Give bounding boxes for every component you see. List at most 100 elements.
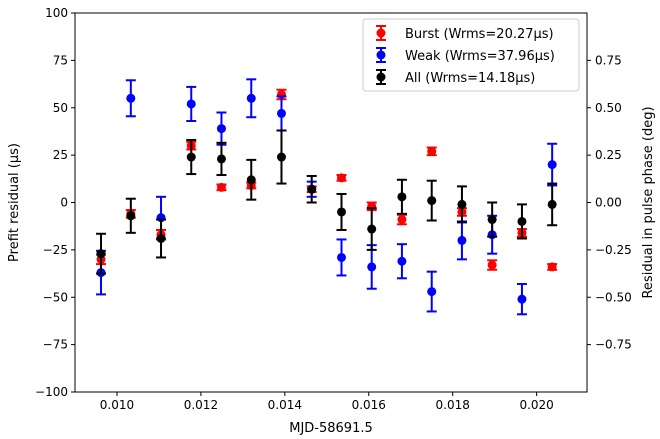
marker — [186, 152, 196, 162]
data-point — [547, 182, 558, 227]
legend-label: Weak (Wrms=37.96μs) — [405, 49, 555, 64]
y-tick-label: 25 — [53, 148, 68, 162]
data-point — [366, 207, 377, 251]
legend-marker — [376, 72, 386, 82]
marker — [96, 249, 106, 259]
marker — [517, 216, 527, 226]
data-point — [336, 192, 347, 231]
legend-marker — [376, 28, 386, 38]
y-axis-label: Prefit residual (μs) — [7, 143, 22, 262]
y-right-tick-label: 0.25 — [595, 148, 622, 162]
y-right-tick-label: −0.25 — [595, 243, 632, 257]
y-tick-label: −100 — [35, 385, 68, 399]
data-point — [276, 129, 287, 185]
data-point — [246, 78, 257, 119]
marker — [397, 256, 407, 266]
data-point — [547, 262, 558, 272]
marker — [336, 252, 346, 262]
data-point — [396, 243, 407, 280]
marker — [216, 182, 226, 192]
data-point — [96, 232, 107, 275]
marker — [156, 234, 166, 244]
legend-item: Weak (Wrms=37.96μs) — [376, 47, 555, 64]
y-right-tick-label: −0.75 — [595, 338, 632, 352]
data-point — [487, 201, 498, 238]
marker — [126, 211, 136, 221]
data-point — [456, 185, 467, 224]
data-point — [125, 79, 136, 118]
marker — [517, 294, 527, 304]
data-point — [336, 173, 347, 183]
marker — [397, 215, 407, 225]
data-point — [547, 142, 558, 187]
marker — [427, 146, 437, 156]
data-point — [336, 238, 347, 277]
y-axis-right-label: Residual in pulse phase (deg) — [641, 106, 656, 298]
marker — [186, 99, 196, 109]
data-point — [246, 158, 257, 201]
legend-box — [362, 18, 580, 92]
data-point — [366, 244, 377, 290]
marker — [457, 235, 467, 245]
marker — [367, 262, 377, 272]
y-right-tick-label: 0.75 — [595, 53, 622, 67]
marker — [547, 199, 557, 209]
marker — [336, 173, 346, 183]
x-tick-label: 0.016 — [352, 398, 386, 412]
data-point — [516, 282, 527, 316]
marker — [216, 124, 226, 134]
data-point — [426, 146, 437, 157]
ticks-layer: 0.010 0.012 0.014 0.016 0.018 0.020 −100 −75 −50… — [35, 6, 632, 412]
marker — [487, 260, 497, 270]
legend-label: Burst (Wrms=20.27μs) — [405, 27, 554, 42]
y-tick-label: 0 — [60, 196, 68, 210]
series-1 — [96, 88, 558, 272]
x-tick-label: 0.020 — [519, 398, 553, 412]
data-point — [426, 270, 437, 313]
y-tick-label: −75 — [43, 338, 68, 352]
marker — [336, 207, 346, 217]
x-tick-label: 0.018 — [436, 398, 470, 412]
data-point — [156, 218, 167, 259]
data-point — [125, 197, 136, 234]
x-axis-label: MJD-58691.5 — [289, 421, 373, 436]
data-point — [426, 179, 437, 222]
x-tick-label: 0.012 — [184, 398, 218, 412]
marker — [427, 287, 437, 297]
data-point — [306, 174, 317, 204]
marker — [547, 262, 557, 272]
data-point — [487, 259, 498, 271]
legend-item: All (Wrms=14.18μs) — [376, 69, 535, 86]
data-point — [396, 178, 407, 215]
x-tick-label: 0.014 — [268, 398, 302, 412]
data-point — [516, 203, 527, 240]
marker — [487, 215, 497, 225]
y-right-tick-label: 0.50 — [595, 101, 622, 115]
data-point — [396, 213, 407, 226]
data-point — [216, 141, 227, 177]
y-tick-label: 75 — [53, 53, 68, 67]
marker — [246, 175, 256, 185]
series-2 — [96, 78, 558, 316]
legend-label: All (Wrms=14.18μs) — [405, 71, 535, 86]
marker — [367, 224, 377, 234]
marker — [397, 192, 407, 202]
marker — [547, 160, 557, 170]
data-point — [276, 95, 287, 132]
legend-item: Burst (Wrms=20.27μs) — [376, 25, 554, 42]
y-tick-label: −25 — [43, 243, 68, 257]
data-point — [186, 85, 197, 123]
y-right-tick-label: 0.00 — [595, 196, 622, 210]
marker — [276, 108, 286, 118]
data-point — [216, 182, 227, 192]
data-point — [186, 138, 197, 176]
y-tick-label: 100 — [45, 6, 68, 20]
marker — [427, 196, 437, 206]
marker — [216, 154, 226, 164]
legend-marker — [376, 50, 386, 60]
marker — [126, 93, 136, 103]
data-point — [216, 111, 227, 146]
marker — [276, 152, 286, 162]
legend: Burst (Wrms=20.27μs) Weak (Wrms=37.96μs) A… — [362, 18, 580, 92]
